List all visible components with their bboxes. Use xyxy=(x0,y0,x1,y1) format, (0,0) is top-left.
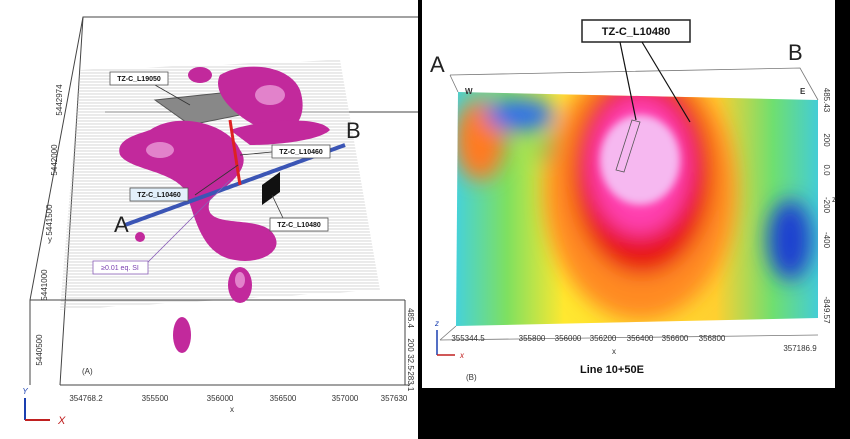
axis-icon: Y xyxy=(22,387,28,396)
y-tick-label: 5441000 xyxy=(40,269,49,301)
x-tick-label: 357630 xyxy=(381,394,408,403)
x-tick-label: 356200 xyxy=(590,334,617,343)
z-tick-label: 0.0 xyxy=(822,164,831,176)
point-label: A xyxy=(430,52,445,77)
x-tick-label: 355344.5 xyxy=(451,334,485,343)
z-tick-label: -400 xyxy=(822,232,831,249)
z-tick-label: 32.5 xyxy=(406,354,415,370)
y-tick-label: 5442000 xyxy=(50,144,59,176)
x-axis-label: x xyxy=(230,405,234,414)
section-image xyxy=(456,92,818,326)
direction: W xyxy=(465,87,473,96)
point-label: A xyxy=(114,212,129,237)
x-tick-label: 356800 xyxy=(699,334,726,343)
callout: TZ-C_L19050 xyxy=(117,76,161,83)
plate xyxy=(262,172,280,205)
legend: ≥0.01 eq. SI xyxy=(101,265,139,272)
y-tick-label: 5442974 xyxy=(55,84,64,116)
x-tick-label: 355800 xyxy=(519,334,546,343)
callout: TZ-C_L10480 xyxy=(602,26,670,38)
y-tick-label: 5440500 xyxy=(35,334,44,366)
x-tick-label: 356500 xyxy=(270,394,297,403)
z-axis-label: z xyxy=(832,195,836,204)
axis-icon: x xyxy=(459,351,465,360)
panel-b: TZ-C_L10480 A B W E 485.43 200 0.0 -200 … xyxy=(422,0,836,388)
axis-icon: X xyxy=(57,415,66,427)
z-tick-label: 485.43 xyxy=(822,88,831,113)
x-tick-label: 356600 xyxy=(662,334,689,343)
z-tick-label: 485.4 xyxy=(406,308,415,329)
z-tick-label: -849.57 xyxy=(822,296,831,324)
x-tick-label: 357000 xyxy=(332,394,359,403)
z-tick-label: 200 xyxy=(406,338,415,352)
x-tick-label: 356400 xyxy=(627,334,654,343)
direction: E xyxy=(800,87,806,96)
x-axis-label: x xyxy=(612,347,616,356)
drillhole xyxy=(228,119,242,186)
panel-label: (A) xyxy=(82,367,93,376)
z-tick-label: -200 xyxy=(822,197,831,214)
y-axis-label: y xyxy=(48,235,52,244)
callout: TZ-C_L10460 xyxy=(279,149,323,156)
panel-label: (B) xyxy=(466,373,477,382)
x-tick-label: 356000 xyxy=(555,334,582,343)
caption: Line 10+50E xyxy=(580,364,644,376)
x-tick-label: 355500 xyxy=(142,394,169,403)
panel-a: TZ-C_L19050 TZ-C_L10460 TZ-C_L10460 TZ-C… xyxy=(0,0,418,439)
callout: TZ-C_L10480 xyxy=(277,222,321,229)
z-tick-label: 200 xyxy=(822,133,831,147)
axis-icon: z xyxy=(434,319,439,328)
point-label: B xyxy=(346,118,361,143)
y-tick-label: 5441500 xyxy=(45,204,54,236)
point-label: B xyxy=(788,40,803,65)
x-tick-label: 354768.2 xyxy=(69,394,103,403)
x-tick-label: 357186.9 xyxy=(783,344,817,353)
callout: TZ-C_L10460 xyxy=(137,192,181,199)
x-tick-label: 356000 xyxy=(207,394,234,403)
z-tick-label: -283.1 xyxy=(406,369,415,392)
